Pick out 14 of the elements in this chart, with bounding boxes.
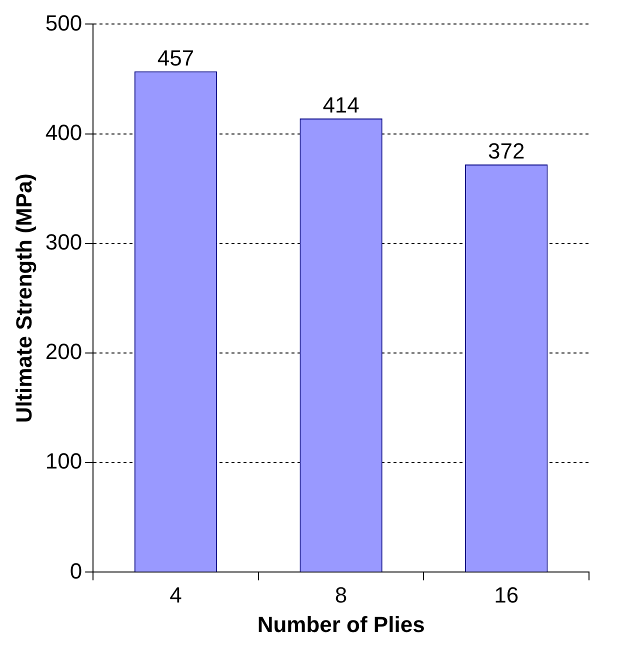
x-tick-label: 16 [494,582,519,608]
data-label: 457 [157,45,194,70]
y-tick-label: 0 [70,558,82,584]
y-tick-label: 200 [45,339,82,364]
data-label: 372 [488,138,525,164]
y-tick-label: 500 [45,10,82,36]
data-label: 414 [322,92,360,118]
y-axis-title: Ultimate Strength (MPa) [11,174,36,423]
y-tick-label: 100 [45,448,82,474]
y-tick-label: 400 [45,120,82,145]
y-tick-label: 300 [45,229,82,254]
x-tick-label: 8 [334,582,348,608]
x-tick-label: 4 [170,582,182,608]
x-axis-title: Number of Plies [257,612,425,637]
